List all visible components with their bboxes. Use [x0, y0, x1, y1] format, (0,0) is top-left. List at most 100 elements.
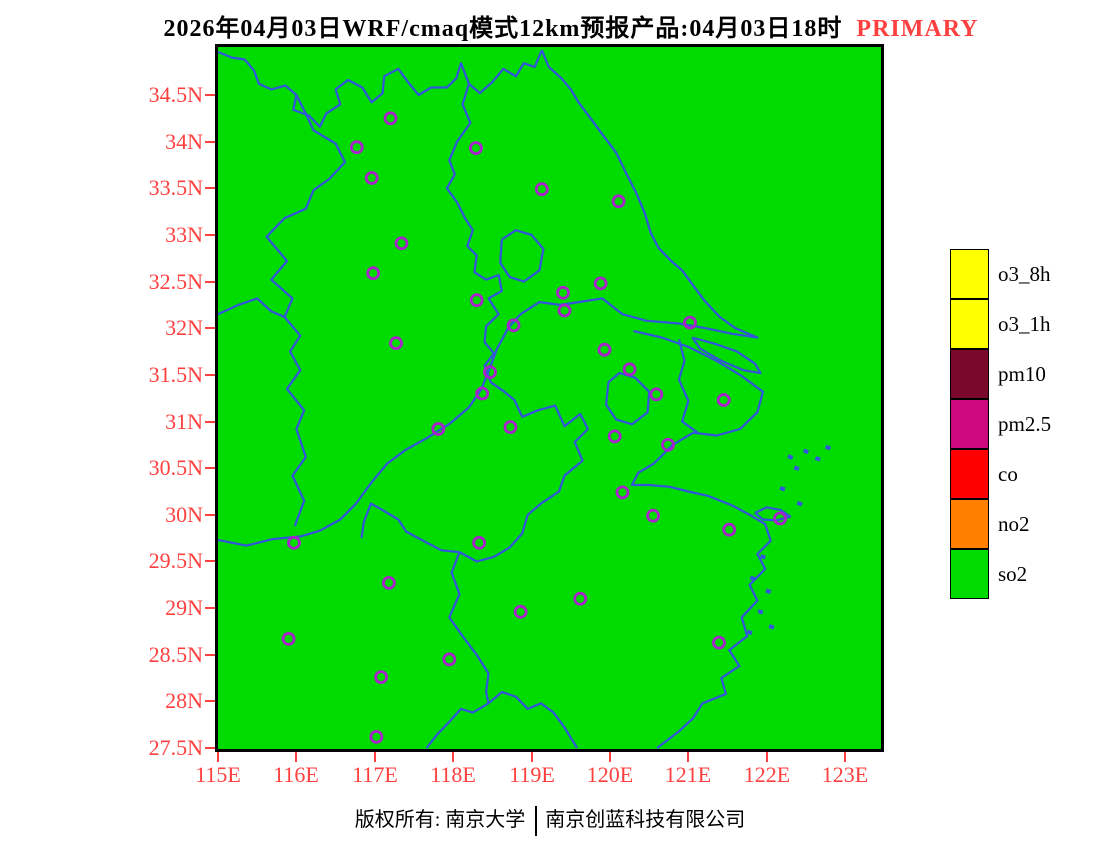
lon-tick-mark — [609, 752, 611, 762]
legend-swatch-o3-8h[interactable] — [950, 249, 989, 299]
lon-tick-label: 119E — [509, 762, 555, 787]
islet — [757, 609, 764, 615]
city-marker[interactable] — [593, 276, 608, 291]
lat-tick-label: 34.5N — [148, 82, 203, 107]
city-marker[interactable] — [468, 141, 483, 155]
islet — [779, 485, 786, 492]
city-marker[interactable] — [513, 604, 528, 619]
legend-label-o3-8h: o3_8h — [998, 261, 1051, 286]
city-marker[interactable] — [442, 652, 457, 667]
city-marker[interactable] — [374, 670, 389, 684]
city-marker[interactable] — [475, 386, 490, 401]
lat-tick-label: 33N — [165, 222, 203, 247]
legend-swatch-co[interactable] — [950, 449, 989, 499]
lat-tick-mark — [205, 421, 215, 423]
lat-tick-mark — [205, 327, 215, 329]
lat-tick-label: 29N — [165, 595, 203, 620]
legend-label-pm2-5: pm2.5 — [998, 411, 1052, 436]
pollutant-legend: o3_8h o3_1h pm10 pm2.5 co no2 so2 — [950, 249, 1100, 601]
legend-swatch-pm10[interactable] — [950, 349, 989, 399]
city-marker[interactable] — [364, 171, 379, 185]
lat-tick-label: 33.5N — [148, 175, 203, 200]
city-marker[interactable] — [534, 182, 549, 197]
city-marker[interactable] — [622, 362, 637, 377]
legend-swatch-pm2-5[interactable] — [950, 399, 989, 449]
lon-tick-mark — [531, 752, 533, 762]
city-marker[interactable] — [383, 111, 398, 126]
city-marker[interactable] — [349, 140, 364, 155]
city-marker[interactable] — [469, 293, 484, 308]
boundary-shanghai-border — [677, 339, 699, 434]
boundary-anhui-jiangxi-border — [360, 502, 460, 554]
city-marker[interactable] — [287, 535, 301, 550]
lat-tick-mark — [205, 94, 215, 96]
city-marker[interactable] — [661, 437, 675, 452]
lon-tick-mark — [295, 752, 297, 762]
boundary-yangtze-river — [218, 297, 680, 547]
city-marker[interactable] — [389, 336, 403, 351]
lat-tick-mark — [205, 654, 215, 656]
boundary-north-border — [218, 49, 543, 128]
city-marker[interactable] — [381, 576, 396, 590]
lat-tick-mark — [205, 467, 215, 469]
legend-swatch-so2[interactable] — [950, 549, 989, 599]
lat-tick-mark — [205, 560, 215, 562]
map-canvas[interactable] — [215, 44, 884, 752]
islet — [749, 575, 756, 582]
lat-tick-label: 32N — [165, 315, 203, 340]
boundary-zhoushan-island — [754, 506, 792, 522]
lat-tick-label: 28.5N — [148, 642, 203, 667]
city-marker[interactable] — [557, 303, 572, 318]
copyright-left: 版权所有: 南京大学 — [354, 809, 526, 831]
lat-tick-label: 28N — [165, 688, 203, 713]
boundary-taihu-lake — [605, 371, 651, 426]
lat-tick-mark — [205, 747, 215, 749]
lon-tick-label: 116E — [273, 762, 319, 787]
boundary-jiangsu-anhui-border — [445, 83, 589, 430]
city-marker[interactable] — [483, 365, 497, 380]
city-marker[interactable] — [646, 508, 661, 523]
copyright-right: 南京创蓝科技有限公司 — [545, 809, 746, 831]
islet — [787, 454, 794, 460]
city-marker[interactable] — [722, 522, 737, 537]
city-marker[interactable] — [683, 315, 697, 330]
city-marker[interactable] — [503, 420, 518, 435]
legend-label-so2: so2 — [998, 561, 1028, 586]
footer-separator — [535, 806, 538, 837]
city-marker[interactable] — [649, 387, 664, 402]
city-marker[interactable] — [472, 535, 487, 550]
city-marker[interactable] — [431, 422, 446, 436]
islet — [824, 444, 832, 451]
lat-tick-mark — [205, 187, 215, 189]
city-marker[interactable] — [615, 485, 630, 500]
city-marker[interactable] — [556, 285, 570, 300]
islet — [768, 624, 775, 630]
lat-tick-mark — [205, 141, 215, 143]
city-marker[interactable] — [506, 318, 521, 333]
city-marker[interactable] — [611, 194, 626, 209]
city-marker[interactable] — [281, 632, 296, 646]
islet — [765, 588, 772, 595]
lat-tick-label: 31.5N — [148, 362, 203, 387]
lat-tick-mark — [205, 281, 215, 283]
legend-swatch-no2[interactable] — [950, 499, 989, 549]
lon-tick-label: 121E — [664, 762, 712, 787]
lat-tick-label: 27.5N — [148, 735, 203, 760]
title-text: 2026年04月03日WRF/cmaq模式12km预报产品:04月03日18时 — [163, 16, 843, 42]
boundary-east-coast — [540, 49, 759, 339]
city-marker[interactable] — [573, 591, 588, 606]
legend-label-co: co — [998, 461, 1018, 486]
city-marker[interactable] — [366, 266, 381, 281]
city-marker[interactable] — [773, 511, 787, 526]
city-marker[interactable] — [597, 342, 612, 357]
city-marker[interactable] — [712, 635, 726, 650]
lon-tick-mark — [766, 752, 768, 762]
city-marker[interactable] — [716, 393, 731, 407]
legend-swatch-o3-1h[interactable] — [950, 299, 989, 349]
city-marker[interactable] — [607, 429, 622, 444]
lon-tick-label: 118E — [430, 762, 476, 787]
city-marker[interactable] — [369, 730, 384, 744]
page-title: 2026年04月03日WRF/cmaq模式12km预报产品:04月03日18时 P… — [0, 8, 1100, 43]
islet — [759, 554, 766, 560]
city-marker[interactable] — [394, 236, 409, 251]
